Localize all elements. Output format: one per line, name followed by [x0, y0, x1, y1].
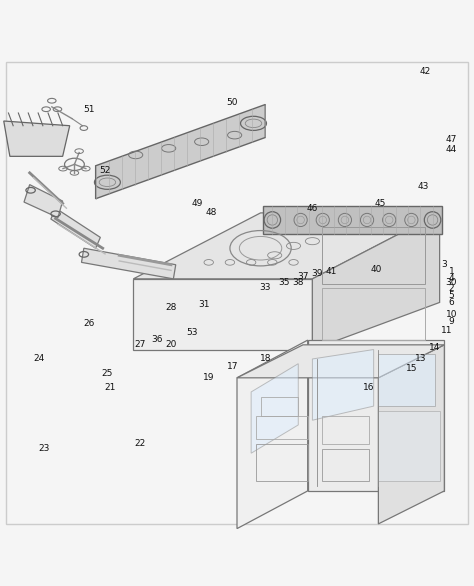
Text: 30: 30: [446, 278, 457, 287]
Text: 33: 33: [260, 283, 271, 292]
Bar: [322, 415, 369, 444]
Bar: [261, 397, 298, 415]
Text: 10: 10: [446, 310, 457, 319]
Polygon shape: [312, 213, 439, 349]
Text: 50: 50: [227, 98, 238, 107]
Text: 47: 47: [446, 135, 457, 144]
Text: 19: 19: [203, 373, 214, 382]
Text: 5: 5: [448, 291, 454, 300]
Text: 45: 45: [375, 199, 386, 208]
Bar: [322, 448, 369, 482]
Bar: [322, 288, 426, 340]
Polygon shape: [237, 340, 308, 529]
Polygon shape: [378, 411, 439, 482]
Text: 36: 36: [151, 335, 163, 343]
Text: 20: 20: [165, 340, 177, 349]
Polygon shape: [82, 248, 176, 279]
Text: 38: 38: [292, 278, 304, 287]
Text: 28: 28: [165, 302, 177, 312]
Text: 26: 26: [83, 319, 94, 328]
Text: 35: 35: [278, 278, 290, 287]
Text: 14: 14: [429, 343, 441, 352]
Text: 49: 49: [191, 199, 202, 208]
Text: 53: 53: [186, 328, 198, 336]
Text: 42: 42: [420, 67, 431, 76]
Bar: [322, 227, 426, 284]
Text: 13: 13: [415, 355, 427, 363]
Text: 21: 21: [104, 383, 116, 392]
Polygon shape: [4, 121, 70, 156]
Text: 52: 52: [100, 166, 111, 175]
Polygon shape: [96, 104, 265, 199]
Text: 18: 18: [260, 355, 271, 363]
Text: 4: 4: [448, 274, 454, 284]
Text: 9: 9: [448, 317, 454, 326]
Text: 37: 37: [297, 272, 309, 281]
Text: 6: 6: [448, 298, 454, 307]
Polygon shape: [237, 345, 444, 378]
Text: 39: 39: [311, 269, 323, 278]
Polygon shape: [51, 208, 100, 248]
Text: 31: 31: [198, 300, 210, 309]
Polygon shape: [133, 279, 312, 349]
Polygon shape: [263, 206, 442, 234]
Text: 25: 25: [102, 369, 113, 377]
Text: 44: 44: [446, 145, 457, 154]
Text: 48: 48: [205, 209, 217, 217]
Text: 11: 11: [441, 326, 453, 335]
Polygon shape: [308, 340, 444, 491]
Polygon shape: [133, 213, 439, 279]
Polygon shape: [312, 349, 374, 420]
Bar: [256, 444, 308, 482]
Text: 27: 27: [135, 340, 146, 349]
Text: 3: 3: [441, 260, 447, 269]
Text: 46: 46: [307, 204, 318, 213]
Polygon shape: [378, 355, 435, 406]
Text: 2: 2: [448, 284, 454, 293]
Text: 51: 51: [83, 105, 94, 114]
Text: 17: 17: [227, 362, 238, 370]
Text: 23: 23: [38, 444, 49, 453]
Polygon shape: [24, 185, 63, 217]
Polygon shape: [378, 345, 444, 524]
Text: 41: 41: [326, 267, 337, 276]
Bar: [256, 415, 308, 439]
Text: 1: 1: [448, 267, 454, 276]
Text: 15: 15: [406, 364, 417, 373]
Text: 40: 40: [370, 265, 382, 274]
Text: 24: 24: [34, 355, 45, 363]
Text: 16: 16: [363, 383, 374, 392]
Text: 22: 22: [135, 440, 146, 448]
Polygon shape: [251, 364, 298, 453]
Text: 43: 43: [418, 182, 429, 192]
